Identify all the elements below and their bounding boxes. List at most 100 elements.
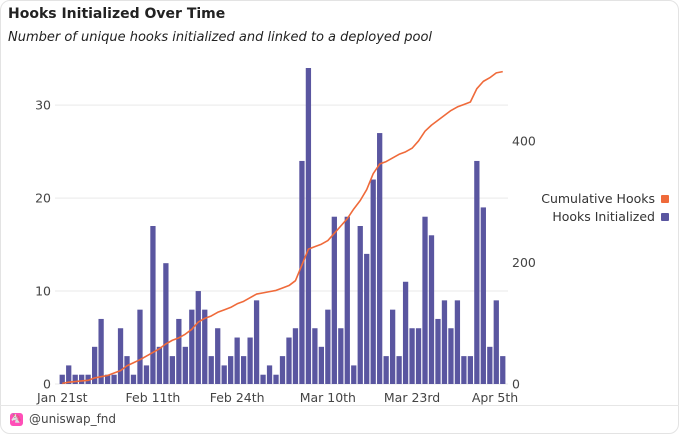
bar-17 [169, 356, 176, 384]
x-axis: Jan 21st Feb 11th Feb 24th Mar 10th Mar 23rd… [36, 390, 518, 405]
bar-10 [124, 356, 130, 384]
bar-14 [150, 226, 156, 384]
y-right-tick-0: 0 [512, 377, 520, 392]
y-right-tick-200: 200 [512, 255, 536, 270]
bar-60 [448, 328, 454, 384]
bar-30 [253, 300, 260, 384]
bar-28 [240, 356, 247, 384]
y-left-tick-20: 20 [35, 191, 51, 206]
footer-handle: @uniswap_fnd [29, 412, 117, 426]
bar-45 [351, 365, 357, 384]
bar-19 [182, 346, 188, 384]
left-y-axis: 0 10 20 30 [35, 98, 51, 392]
bar-25 [221, 365, 227, 384]
bar-37 [299, 160, 305, 384]
bar-39 [312, 328, 318, 384]
bar-61 [454, 300, 461, 384]
bar-46 [357, 226, 363, 384]
bar-12 [137, 309, 143, 384]
x-tick-2: Feb 24th [210, 390, 265, 405]
bar-52 [396, 356, 402, 384]
bar-27 [234, 337, 240, 384]
bar-64 [474, 160, 480, 384]
bar-31 [260, 374, 266, 384]
chart-subtitle: Number of unique hooks initialized and l… [8, 30, 433, 45]
bar-55 [415, 328, 422, 384]
y-left-tick-0: 0 [43, 377, 51, 392]
y-right-tick-400: 400 [512, 133, 536, 148]
bar-3 [79, 374, 85, 384]
x-tick-5: Apr 5th [472, 390, 518, 405]
bar-65 [480, 207, 486, 384]
bar-66 [487, 346, 493, 384]
bar-22 [202, 309, 208, 384]
bar-0 [59, 374, 65, 384]
bar-32 [266, 365, 273, 384]
bar-11 [130, 374, 137, 384]
bar-18 [176, 318, 182, 384]
bar-43 [338, 328, 344, 384]
bar-34 [279, 356, 286, 384]
legend-label-cumulative: Cumulative Hooks [541, 191, 655, 206]
bar-68 [500, 356, 506, 384]
bar-50 [383, 356, 389, 384]
bar-57 [428, 235, 435, 384]
bar-16 [163, 263, 169, 384]
uniswap-unicorn-icon: 🦄 [10, 412, 23, 426]
bar-56 [422, 216, 428, 384]
bar-1 [66, 365, 72, 384]
bar-49 [377, 133, 383, 384]
bar-9 [117, 328, 124, 384]
bar-44 [344, 216, 350, 384]
bar-5 [91, 346, 98, 384]
bar-54 [409, 328, 415, 384]
bar-62 [461, 356, 467, 384]
bar-58 [435, 318, 441, 384]
bar-48 [370, 179, 376, 384]
bar-67 [493, 300, 499, 384]
bar-15 [156, 346, 163, 384]
chart-title: Hooks Initialized Over Time [8, 6, 226, 22]
bar-35 [286, 337, 292, 384]
x-tick-3: Mar 10th [300, 390, 356, 405]
bar-26 [228, 356, 234, 384]
bar-6 [98, 318, 104, 384]
bar-53 [402, 281, 409, 384]
bar-47 [364, 253, 370, 384]
y-left-tick-10: 10 [35, 284, 51, 299]
legend-label-hooks-initialized: Hooks Initialized [552, 209, 655, 224]
bar-24 [215, 328, 221, 384]
bar-42 [331, 216, 337, 384]
right-y-axis: 0 200 400 [512, 133, 536, 391]
chart-svg: 0 10 20 30 0 200 400 Jan 21st Feb 11th Feb 24th… [35, 68, 669, 405]
bar-series [59, 68, 506, 384]
x-tick-1: Feb 11th [126, 390, 181, 405]
footer-divider [0, 405, 679, 406]
bar-40 [318, 346, 325, 384]
footer: 🦄 @uniswap_fnd [10, 411, 116, 427]
bar-20 [189, 309, 195, 384]
cumulative-line-series [62, 70, 503, 385]
bar-41 [325, 309, 331, 384]
bar-29 [247, 337, 253, 384]
bar-51 [389, 309, 396, 384]
bar-7 [104, 374, 111, 384]
x-tick-0: Jan 21st [36, 390, 88, 405]
bar-13 [143, 365, 150, 384]
cumulative-hooks-line [62, 70, 503, 385]
legend-swatch-cumulative [661, 195, 669, 203]
bar-8 [111, 374, 117, 384]
bar-33 [273, 374, 279, 384]
bar-59 [441, 300, 448, 384]
bar-2 [72, 374, 78, 384]
bar-21 [195, 291, 201, 384]
bar-63 [467, 356, 474, 384]
legend-swatch-hooks-initialized [661, 213, 669, 221]
bar-4 [85, 374, 91, 384]
bar-38 [305, 68, 312, 384]
bar-23 [208, 356, 214, 384]
legend: Cumulative Hooks Hooks Initialized [541, 191, 669, 224]
bar-36 [292, 328, 299, 384]
x-tick-4: Mar 23rd [384, 390, 440, 405]
y-left-tick-30: 30 [35, 98, 51, 113]
